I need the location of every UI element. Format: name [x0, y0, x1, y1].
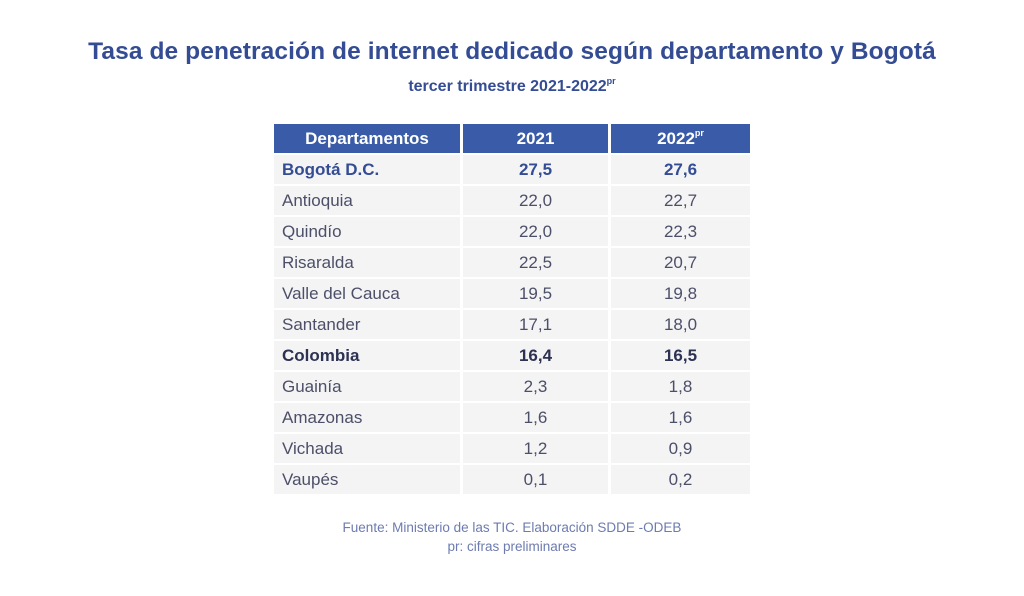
cell-value-2021: 17,1	[463, 310, 608, 339]
table-body: Bogotá D.C. 27,5 27,6 Antioquia 22,0 22,7 Quin…	[274, 155, 750, 494]
cell-value-2021: 19,5	[463, 279, 608, 308]
cell-value-2021: 22,0	[463, 217, 608, 246]
cell-value-2022: 1,6	[611, 403, 750, 432]
subtitle-superscript: pr	[606, 76, 616, 86]
cell-department: Vichada	[274, 434, 460, 463]
cell-value-2022: 1,8	[611, 372, 750, 401]
preliminary-note: pr: cifras preliminares	[447, 539, 577, 554]
cell-value-2022: 18,0	[611, 310, 750, 339]
table-row: Colombia 16,4 16,5	[274, 341, 750, 370]
cell-value-2022: 22,3	[611, 217, 750, 246]
table-row: Santander 17,1 18,0	[274, 310, 750, 339]
chart-subtitle: tercer trimestre 2021-2022pr	[0, 76, 1024, 96]
cell-department: Vaupés	[274, 465, 460, 494]
table-row: Bogotá D.C. 27,5 27,6	[274, 155, 750, 184]
cell-value-2022: 16,5	[611, 341, 750, 370]
cell-value-2021: 1,2	[463, 434, 608, 463]
subtitle-text: tercer trimestre 2021-2022	[408, 78, 607, 95]
cell-department: Risaralda	[274, 248, 460, 277]
table-row: Vichada 1,2 0,9	[274, 434, 750, 463]
cell-value-2021: 16,4	[463, 341, 608, 370]
header-2022-superscript: pr	[694, 127, 704, 138]
cell-department: Santander	[274, 310, 460, 339]
cell-value-2021: 22,0	[463, 186, 608, 215]
header-2021: 2021	[463, 124, 608, 153]
cell-value-2022: 27,6	[611, 155, 750, 184]
cell-value-2021: 0,1	[463, 465, 608, 494]
data-table: Departamentos 2021 2022pr Bogotá D.C. 27,…	[271, 122, 753, 496]
cell-department: Guainía	[274, 372, 460, 401]
header-2022-label: 2022	[657, 128, 695, 148]
cell-department: Antioquia	[274, 186, 460, 215]
table-row: Vaupés 0,1 0,2	[274, 465, 750, 494]
header-2022: 2022pr	[611, 124, 750, 153]
cell-value-2021: 27,5	[463, 155, 608, 184]
cell-value-2022: 0,2	[611, 465, 750, 494]
cell-value-2021: 1,6	[463, 403, 608, 432]
table-row: Amazonas 1,6 1,6	[274, 403, 750, 432]
table-row: Valle del Cauca 19,5 19,8	[274, 279, 750, 308]
source-note: Fuente: Ministerio de las TIC. Elaboraci…	[342, 520, 682, 535]
cell-value-2021: 2,3	[463, 372, 608, 401]
cell-value-2021: 22,5	[463, 248, 608, 277]
cell-value-2022: 19,8	[611, 279, 750, 308]
cell-department: Bogotá D.C.	[274, 155, 460, 184]
header-row: Departamentos 2021 2022pr	[274, 124, 750, 153]
table-row: Guainía 2,3 1,8	[274, 372, 750, 401]
cell-value-2022: 0,9	[611, 434, 750, 463]
table-row: Risaralda 22,5 20,7	[274, 248, 750, 277]
header-departamentos: Departamentos	[274, 124, 460, 153]
cell-department: Valle del Cauca	[274, 279, 460, 308]
table-row: Antioquia 22,0 22,7	[274, 186, 750, 215]
cell-value-2022: 22,7	[611, 186, 750, 215]
chart-title: Tasa de penetración de internet dedicado…	[88, 38, 936, 65]
cell-department: Amazonas	[274, 403, 460, 432]
cell-value-2022: 20,7	[611, 248, 750, 277]
cell-department: Colombia	[274, 341, 460, 370]
cell-department: Quindío	[274, 217, 460, 246]
table-row: Quindío 22,0 22,3	[274, 217, 750, 246]
